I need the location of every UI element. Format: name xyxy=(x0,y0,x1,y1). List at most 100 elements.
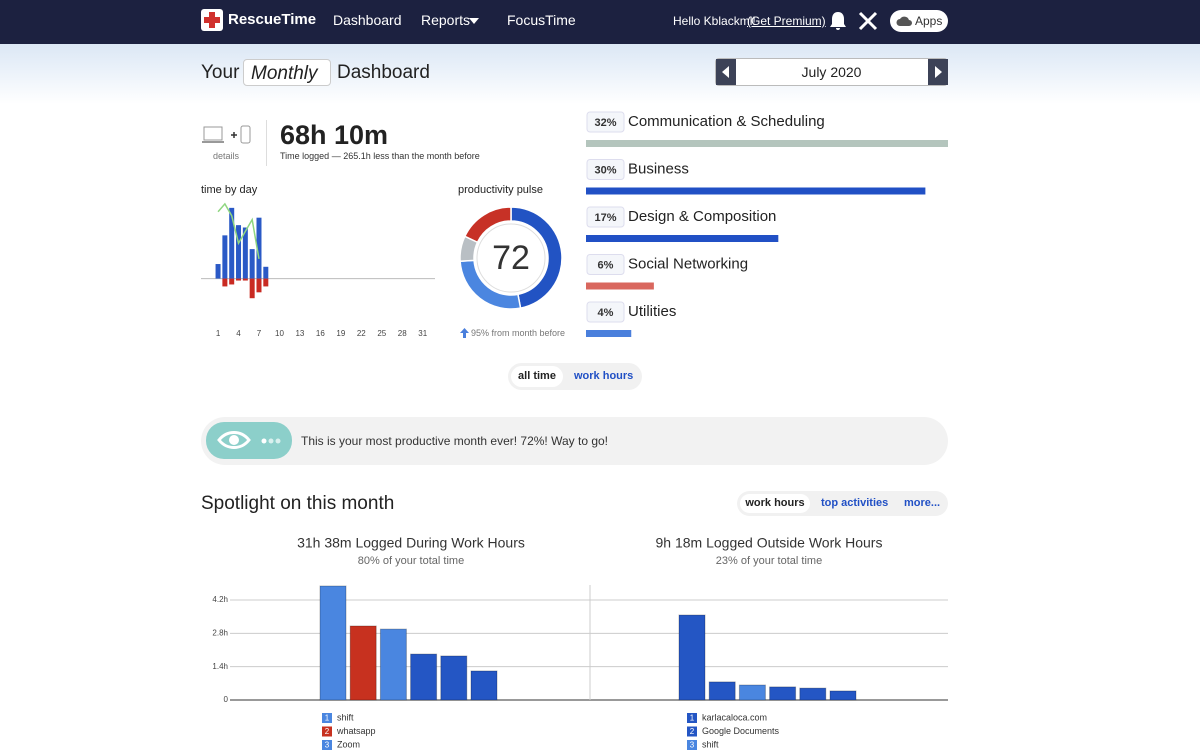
legend-label: Google Documents xyxy=(702,726,780,736)
total-time: 68h 10m xyxy=(280,120,389,150)
day-bar xyxy=(242,227,248,279)
toggle-option[interactable]: all time xyxy=(511,366,563,387)
category-bar xyxy=(586,330,632,337)
category-name: Social Networking xyxy=(628,255,748,272)
percent-box xyxy=(586,301,625,323)
y-tick-label: 1.4h xyxy=(212,662,228,671)
premium-link[interactable]: (Get Premium) xyxy=(747,14,826,28)
device-icons xyxy=(202,125,251,144)
up-arrow xyxy=(460,328,469,338)
legend-swatch xyxy=(322,726,332,737)
activity-bar xyxy=(470,670,498,701)
category-name: Communication & Scheduling xyxy=(628,113,825,130)
legend-label: Zoom xyxy=(337,739,360,749)
day-bar xyxy=(222,278,228,287)
x-tick-label: 31 xyxy=(418,329,427,338)
banner-badge xyxy=(206,422,292,459)
percent-label: 30% xyxy=(594,164,616,176)
category-bar xyxy=(586,235,779,242)
x-tick-label: 10 xyxy=(275,329,284,338)
pulse-title: productivity pulse xyxy=(458,184,543,196)
tools-icon[interactable] xyxy=(857,10,879,32)
nav-link[interactable]: Dashboard xyxy=(333,12,402,28)
legend-swatch xyxy=(322,740,332,750)
y-tick-label: 4.2h xyxy=(212,595,228,604)
month-label[interactable]: July 2020 xyxy=(801,64,862,80)
percent-label: 4% xyxy=(598,307,614,319)
legend-label: karlacaloca.com xyxy=(702,712,767,722)
details-link[interactable]: details xyxy=(213,151,240,161)
percent-box xyxy=(586,206,625,228)
category-name: Design & Composition xyxy=(628,208,776,225)
activity-bar xyxy=(410,653,438,701)
brand[interactable]: RescueTime xyxy=(228,11,317,28)
banner: This is your most productive month ever!… xyxy=(201,417,948,465)
day-bar xyxy=(215,264,221,279)
apps-button[interactable]: Apps xyxy=(890,10,948,32)
header-band xyxy=(0,44,1200,104)
activity-bar xyxy=(379,628,407,701)
tab[interactable]: work hours xyxy=(740,494,810,513)
next-month[interactable] xyxy=(928,59,948,85)
day-bar xyxy=(242,278,248,281)
legend-label: shift xyxy=(337,712,354,722)
nav-link[interactable]: Reports xyxy=(421,12,471,28)
divider xyxy=(266,120,267,166)
activity-bar xyxy=(829,690,857,701)
percent-label: 17% xyxy=(594,212,616,224)
day-bar xyxy=(249,249,255,279)
activity-bar xyxy=(319,585,347,701)
day-bar xyxy=(256,217,262,279)
spotlight-title: Spotlight on this month xyxy=(201,493,395,514)
legend-swatch xyxy=(687,740,697,750)
category-name: Utilities xyxy=(628,303,676,320)
pulse-segment xyxy=(463,206,512,244)
day-bar xyxy=(229,207,235,279)
pulse-line xyxy=(217,202,260,260)
nav-bar: RescueTime Dashboard Reports FocusTime H… xyxy=(0,0,1200,44)
chart-title: 9h 18m Logged Outside Work Hours xyxy=(656,535,883,551)
day-bar xyxy=(249,278,255,299)
x-tick-label: 4 xyxy=(236,329,241,338)
period-label: Monthly xyxy=(251,63,318,84)
pulse-change: 95% from month before xyxy=(471,328,566,338)
activity-bar xyxy=(799,687,827,701)
nav-link[interactable]: FocusTime xyxy=(507,12,576,28)
toggle-option[interactable]: work hours xyxy=(574,370,634,382)
legend-rank: 3 xyxy=(690,741,695,750)
x-tick-label: 25 xyxy=(377,329,386,338)
bell-icon[interactable] xyxy=(829,11,847,31)
banner-text: This is your most productive month ever!… xyxy=(301,434,609,448)
category-name: Business xyxy=(628,160,689,177)
day-bar xyxy=(236,278,242,281)
x-tick-label: 22 xyxy=(357,329,366,338)
header-suffix: Dashboard xyxy=(337,62,430,83)
prev-month[interactable] xyxy=(716,59,736,85)
caret xyxy=(469,18,479,24)
day-bar xyxy=(263,266,269,279)
greeting: Hello Kblackml! xyxy=(673,14,756,28)
cloud-icon xyxy=(896,16,912,26)
header-prefix: Your xyxy=(201,62,240,83)
category-bar xyxy=(586,187,926,195)
legend-rank: 3 xyxy=(325,741,330,750)
tab[interactable]: top activities xyxy=(821,497,889,509)
x-tick-label: 19 xyxy=(336,329,345,338)
chart-subtitle: 80% of your total time xyxy=(358,555,464,567)
time-by-day-title: time by day xyxy=(201,184,258,196)
y-tick-label: 0 xyxy=(224,695,229,704)
legend-label: shift xyxy=(702,739,719,749)
y-tick-label: 2.8h xyxy=(212,628,228,637)
apps-label: Apps xyxy=(915,14,943,28)
day-bar xyxy=(236,225,242,279)
legend-rank: 1 xyxy=(325,714,330,723)
category-bar xyxy=(586,282,654,290)
percent-box xyxy=(586,254,625,275)
tab[interactable]: more... xyxy=(904,497,941,509)
period-select[interactable]: Monthly xyxy=(243,59,331,86)
day-bar xyxy=(256,278,262,293)
day-bar xyxy=(263,278,269,287)
logo-icon xyxy=(201,9,223,31)
